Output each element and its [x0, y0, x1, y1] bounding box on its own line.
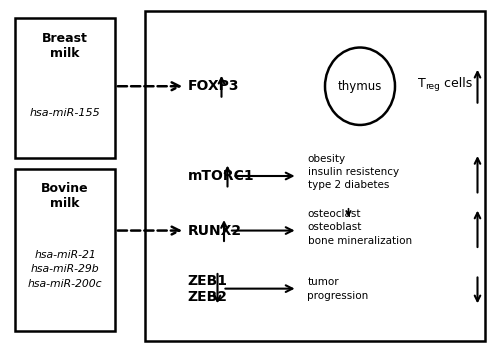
Text: progression: progression — [308, 291, 369, 301]
Text: tumor: tumor — [308, 277, 339, 287]
Ellipse shape — [325, 48, 395, 125]
Text: insulin resistency: insulin resistency — [308, 167, 398, 177]
Text: ZEB1: ZEB1 — [188, 274, 228, 288]
Text: type 2 diabetes: type 2 diabetes — [308, 180, 389, 190]
Text: RUNX2: RUNX2 — [188, 224, 242, 238]
Text: thymus: thymus — [338, 80, 382, 93]
FancyBboxPatch shape — [15, 18, 115, 158]
Text: mTORC1: mTORC1 — [188, 169, 254, 183]
Text: ZEB2: ZEB2 — [188, 290, 228, 304]
FancyBboxPatch shape — [145, 11, 485, 341]
Text: obesity: obesity — [308, 154, 346, 164]
Text: T: T — [418, 77, 425, 90]
FancyBboxPatch shape — [15, 169, 115, 331]
Text: cells: cells — [440, 77, 472, 90]
Text: bone mineralization: bone mineralization — [308, 236, 412, 246]
Text: reg: reg — [426, 82, 440, 92]
Text: FOXP3: FOXP3 — [188, 79, 239, 93]
Text: osteoblast: osteoblast — [308, 222, 362, 232]
Text: Bovine
milk: Bovine milk — [41, 182, 89, 210]
Text: Breast
milk: Breast milk — [42, 32, 88, 60]
Text: osteoclast: osteoclast — [308, 209, 361, 219]
Text: hsa-miR-21
hsa-miR-29b
hsa-miR-200c: hsa-miR-21 hsa-miR-29b hsa-miR-200c — [28, 250, 102, 289]
Text: hsa-miR-155: hsa-miR-155 — [30, 108, 101, 118]
